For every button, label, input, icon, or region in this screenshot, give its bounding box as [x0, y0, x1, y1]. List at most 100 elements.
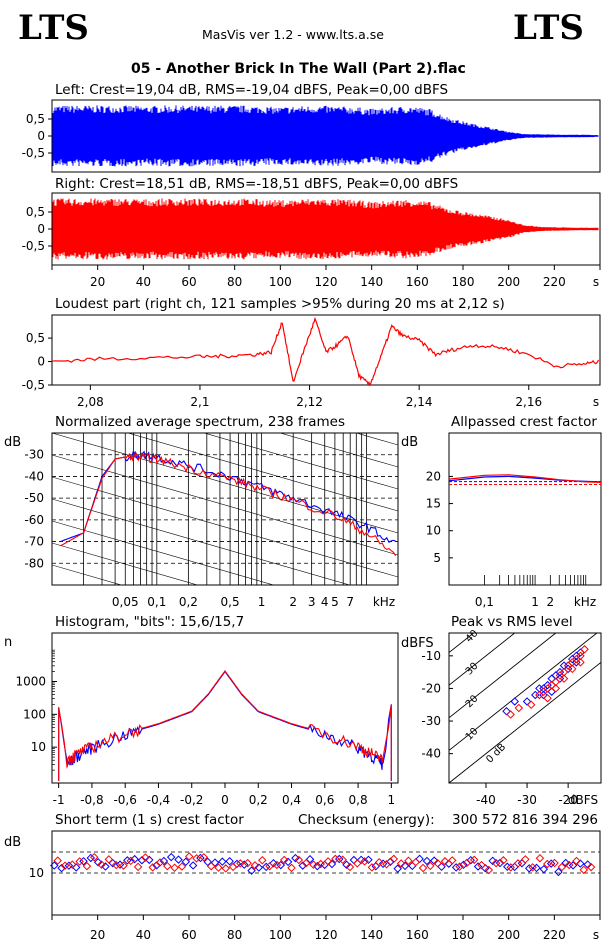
short-term-point-left — [583, 860, 592, 869]
spectrum-slope-line — [52, 301, 398, 401]
peak-rms-xtick-label: -40 — [476, 793, 496, 807]
spectrum-slope-line — [355, 433, 398, 446]
loudest-part-frame — [51, 314, 601, 386]
peak-rms-point-right — [576, 651, 585, 661]
spectrum-xtick-label: 1 — [258, 595, 266, 609]
spectrum-slope-line — [52, 609, 398, 709]
histogram-xtick-label: 0,6 — [315, 793, 334, 807]
short-term-point-right — [564, 860, 574, 870]
short-term-point-right — [433, 858, 442, 868]
right-channel-xtick-label: 120 — [315, 275, 338, 289]
short-term-point-right — [294, 855, 304, 865]
short-term-point-right — [309, 860, 318, 869]
short-term-xtick-label: 200 — [497, 928, 520, 942]
allpass-ytick-label: 20 — [426, 469, 441, 483]
allpass-ytick-label: 10 — [426, 524, 441, 538]
short-term-point-right — [374, 857, 384, 867]
short-term-point-right — [426, 861, 435, 871]
allpass-frame — [448, 432, 602, 586]
short-term-point-right — [499, 856, 508, 865]
short-term-point-right — [258, 855, 267, 865]
histogram-xtick-label: -0,6 — [113, 793, 136, 807]
short-term-point-right — [411, 857, 420, 867]
file-title: 05 - Another Brick In The Wall (Part 2).… — [131, 61, 466, 77]
short-term-point-right — [214, 863, 223, 872]
checksum-label: Checksum (energy): — [298, 812, 435, 828]
histogram-series-left — [58, 670, 392, 781]
peak-rms-xtick-label: -30 — [517, 793, 537, 807]
short-term-point-left — [488, 856, 497, 866]
short-term-point-right — [119, 861, 128, 870]
short-term-point-right — [133, 862, 143, 872]
peak-rms-diag-line — [449, 661, 601, 783]
short-term-point-left — [93, 857, 103, 867]
short-term-point-right — [163, 861, 172, 871]
spectrum-xtick-label: 0,1 — [147, 595, 166, 609]
short-term-point-right — [572, 856, 581, 866]
short-term-point-left — [356, 855, 366, 865]
short-term-point-right — [543, 859, 552, 869]
peak-rms-point-right — [514, 703, 524, 713]
short-term-point-right — [528, 863, 537, 872]
short-term-point-left — [218, 857, 227, 866]
histogram-ytick-label: 100 — [23, 707, 46, 721]
allpass-xtick-label: kHz — [574, 595, 596, 609]
right-channel-xtick-label: 80 — [227, 275, 242, 289]
short-term-point-right — [82, 861, 92, 871]
spectrum-ytick-label: -50 — [24, 491, 44, 505]
spectrum-ytick-label: -40 — [24, 469, 44, 483]
loudest-part-xtick-label: s — [593, 395, 599, 409]
spectrum-slope-line — [52, 454, 398, 556]
short-term-point-right — [389, 854, 399, 864]
short-term-xtick-label: s — [593, 928, 599, 942]
peak-rms-diag-label: 10 — [464, 726, 481, 743]
short-term-point-left — [364, 855, 373, 865]
short-term-point-right — [382, 860, 391, 869]
short-term-point-right — [199, 853, 209, 862]
histogram-series-right — [58, 669, 392, 781]
peak-rms-point-right — [559, 667, 569, 677]
short-term-point-right — [265, 862, 274, 871]
short-term-point-right — [345, 862, 355, 872]
allpass-xtick-label: 1 — [531, 595, 539, 609]
spectrum-series-right — [60, 452, 397, 557]
left-channel-ytick-label: 0 — [37, 129, 45, 143]
short-term-point-right — [448, 856, 457, 865]
peak-rms-title: Peak vs RMS level — [451, 614, 573, 630]
short-term-ytick-label: 10 — [29, 866, 44, 880]
short-term-xtick-label: 160 — [406, 928, 429, 942]
loudest-part-title: Loudest part (right ch, 121 samples >95%… — [55, 296, 505, 312]
short-term-xtick-label: 100 — [269, 928, 292, 942]
short-term-point-left — [313, 861, 322, 871]
spectrum-slope-line — [52, 520, 275, 585]
short-term-point-left — [174, 855, 183, 864]
peak-rms-point-left — [522, 697, 532, 706]
short-term-point-right — [396, 859, 406, 868]
short-term-title: Short term (1 s) crest factor — [55, 812, 244, 828]
allpass-series-right — [448, 474, 602, 483]
right-channel-xtick-label: 180 — [452, 275, 475, 289]
peak-rms-ytick-label: -10 — [421, 649, 441, 663]
short-term-point-right — [301, 858, 311, 868]
allpass-xtick-label: 0,1 — [475, 595, 494, 609]
loudest-part-xtick-label: 2,14 — [406, 395, 433, 409]
short-term-xtick-label: 20 — [90, 928, 105, 942]
short-term-point-right — [97, 860, 106, 869]
spectrum-slope-line — [279, 433, 398, 468]
peak-rms-point-right — [506, 710, 515, 719]
short-term-xtick-label: 120 — [315, 928, 338, 942]
right-channel-xtick-label: 200 — [497, 275, 520, 289]
short-term-point-left — [101, 862, 110, 871]
spectrum-ytick-label: -60 — [24, 513, 44, 527]
histogram-ylabel: n — [4, 635, 12, 650]
short-term-point-right — [579, 865, 589, 875]
spectrum-xtick-label: 5 — [331, 595, 339, 609]
short-term-point-right — [331, 854, 340, 864]
histogram-xtick-label: 0,8 — [349, 793, 368, 807]
spectrum-slope-line — [52, 476, 398, 578]
app-version-label: MasVis ver 1.2 - www.lts.a.se — [202, 27, 384, 42]
short-term-point-right — [367, 863, 377, 872]
short-term-point-right — [243, 858, 252, 868]
spectrum-title: Normalized average spectrum, 238 frames — [55, 414, 345, 430]
right-channel-title: Right: Crest=18,51 dB, RMS=-18,51 dBFS, … — [55, 176, 459, 192]
